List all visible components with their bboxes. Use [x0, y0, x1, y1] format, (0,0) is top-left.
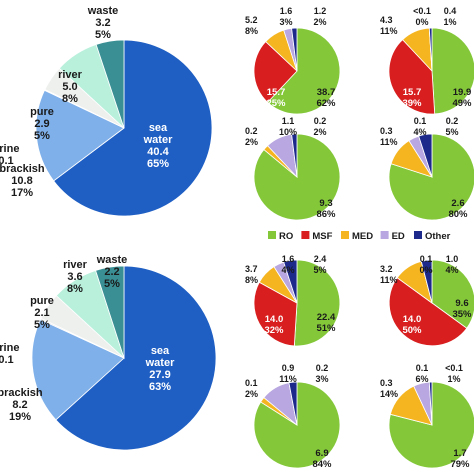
- top-right-1-ed-label: 1.6 3%: [279, 6, 292, 27]
- top-right-1-msf-label: 15.7 25%: [266, 87, 286, 109]
- bottom-right-1-other-slice: [283, 259, 298, 304]
- bottom-right-4-med-label: 0.3 14%: [380, 378, 398, 399]
- bottom-right-4-other-slice: [428, 381, 433, 426]
- bottom-right-4-ed-label: 0.1 6%: [415, 363, 428, 384]
- top-right-2-msf-slice: [388, 39, 436, 115]
- bottom-right-4-other-label: <0.1 1%: [445, 363, 463, 384]
- legend-label-msf: MSF: [312, 231, 332, 242]
- legend-label-ed: ED: [392, 231, 405, 242]
- bottom-left-brine-label: brine0.1: [0, 342, 19, 366]
- bottom-right-1-ed-label: 1.6 4%: [281, 254, 294, 275]
- bottom-right-3-ed-label: 0.9 11%: [279, 363, 297, 384]
- bottom-left-river-label: river 3.6 8%: [63, 259, 88, 295]
- legend-swatch-med: [341, 231, 349, 239]
- bottom-right-1-msf-label: 14.0 32%: [264, 314, 284, 336]
- top-left-pure-label: pure 2.9 5%: [30, 106, 54, 142]
- bottom-left-brackish-slice: [31, 319, 125, 421]
- bottom-right-2-other-slice: [420, 259, 433, 304]
- legend-swatch-msf: [301, 231, 310, 239]
- top-left-waste-label: waste 3.2 5%: [87, 5, 119, 41]
- top-right-4-ro-label: 2.6 80%: [448, 198, 468, 220]
- top-right-2-ed-label: <0.1 0%: [413, 6, 431, 27]
- bottom-right-2-ed-label: 0.1 0%: [419, 254, 432, 275]
- bottom-right-3-other-slice: [288, 381, 298, 426]
- legend-label-ro: RO: [279, 231, 293, 242]
- top-right-1-ro-slice: [266, 27, 341, 115]
- top-right-1-ro-label: 38.7 62%: [316, 87, 336, 109]
- bottom-right-1-ro-slice: [293, 259, 341, 347]
- top-right-2-med-label: 4.3 11%: [380, 15, 398, 36]
- top-right-4-other-label: 0.2 5%: [445, 116, 458, 137]
- legend-swatch-other: [414, 231, 422, 239]
- bottom-right-2-med-label: 3.2 11%: [380, 264, 398, 285]
- top-left-river-label: river 5.0 8%: [58, 69, 83, 105]
- top-left-waste-slice: [95, 39, 125, 129]
- bottom-left-sea-water-slice: [55, 265, 217, 451]
- top-left-brine-label: brine0.1: [0, 143, 19, 167]
- bottom-right-2-msf-label: 14.0 50%: [402, 314, 422, 336]
- top-right-4-other-slice: [418, 133, 433, 178]
- bottom-right-3-other-label: 0.2 3%: [315, 363, 328, 384]
- top-right-2-ro-label: 19.9 49%: [452, 87, 472, 109]
- legend-label-other: Other: [425, 231, 451, 242]
- top-left-sea-water-label: sea water 40.4 65%: [143, 122, 173, 170]
- bottom-right-2-other-label: 1.0 4%: [445, 254, 458, 275]
- top-right-1-med-label: 5.2 8%: [245, 15, 258, 36]
- bottom-left-sea-water-label: sea water 27.9 63%: [145, 345, 175, 393]
- top-right-1-other-label: 1.2 2%: [313, 6, 326, 27]
- bottom-right-3-ro-label: 6.9 84%: [312, 448, 332, 470]
- top-right-1-msf-slice: [253, 40, 298, 103]
- bottom-right-1-ro-label: 22.4 51%: [316, 312, 336, 334]
- bottom-right-2-msf-slice: [388, 277, 468, 347]
- top-right-3-ro-label: 9.3 86%: [316, 198, 336, 220]
- top-right-2-msf-label: 15.7 39%: [402, 87, 422, 109]
- bottom-right-1-msf-slice: [253, 281, 298, 347]
- top-right-1-other-slice: [291, 27, 298, 72]
- top-left-brackish-label: brackish 10.8 17%: [0, 163, 45, 199]
- top-right-2-ro-slice: [431, 27, 474, 115]
- bottom-right-1-other-label: 2.4 5%: [313, 254, 326, 275]
- bottom-left-pure-label: pure 2.1 5%: [30, 295, 54, 331]
- top-left-sea-water-slice: [53, 39, 213, 217]
- top-right-2-other-slice: [428, 27, 433, 72]
- legend-swatch-ed: [380, 231, 389, 239]
- top-left-brackish-slice: [35, 89, 125, 182]
- legend-swatch-ro: [268, 231, 276, 239]
- top-right-3-other-label: 0.2 2%: [313, 116, 326, 137]
- top-right-4-med-label: 0.3 11%: [380, 126, 398, 147]
- bottom-right-1-med-label: 3.7 8%: [245, 264, 258, 285]
- bottom-left-waste-slice: [95, 265, 125, 359]
- top-right-2-other-label: 0.4 1%: [443, 6, 456, 27]
- legend-label-med: MED: [352, 231, 373, 242]
- bottom-right-4-ro-label: 1.7 79%: [450, 448, 470, 470]
- bottom-right-2-ro-slice: [431, 259, 474, 329]
- bottom-left-brackish-label: brackish 8.2 19%: [0, 387, 43, 423]
- top-right-3-ed-label: 1.1 10%: [279, 116, 297, 137]
- top-right-3-med-label: 0.2 2%: [245, 126, 258, 147]
- bottom-left-waste-label: waste 2.2 5%: [96, 254, 128, 290]
- top-right-4-ed-label: 0.1 4%: [413, 116, 426, 137]
- top-right-3-other-slice: [291, 133, 298, 178]
- bottom-right-2-ro-label: 9.6 35%: [452, 298, 472, 320]
- bottom-right-3-med-label: 0.1 2%: [245, 378, 258, 399]
